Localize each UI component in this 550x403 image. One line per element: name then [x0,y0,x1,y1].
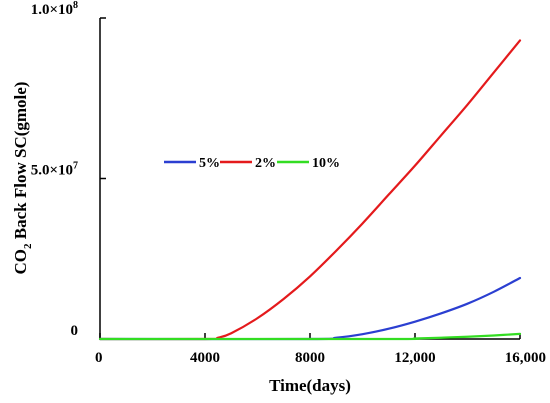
legend-label: 10% [312,156,340,171]
plot-frame [99,18,520,340]
y-tick-label: 5.0×107 [31,161,78,179]
x-tick-label: 0 [95,350,103,366]
y-axis-title-main: CO [11,249,30,275]
legend-label: 5% [199,156,220,171]
y-tick-label: 1.0×108 [31,0,78,18]
y-axis-ticks: 0 5.0×107 1.0×108 [31,0,106,340]
series-line-10pct [98,332,522,341]
y-axis-title: CO2 Back Flow SC(gmole) [11,82,34,275]
x-tick-label: 12,000 [394,350,435,366]
legend-label: 2% [255,156,276,171]
y-axis-title-rest: Back Flow SC(gmole) [11,82,30,244]
series-line-2pct [98,39,522,341]
x-tick-label: 4000 [190,350,220,366]
x-tick-label: 8000 [295,350,325,366]
legend: 5% 2% 10% [164,156,340,171]
x-axis-title: Time(days) [269,376,351,395]
y-tick-label: 0 [71,323,79,339]
y-axis-title-subscript: 2 [22,243,34,249]
x-tick-label: 16,000 [505,350,546,366]
x-axis-ticks: 0 4000 8000 12,000 16,000 [95,333,546,366]
series-line-5pct [98,276,522,341]
series-lines [98,39,522,341]
